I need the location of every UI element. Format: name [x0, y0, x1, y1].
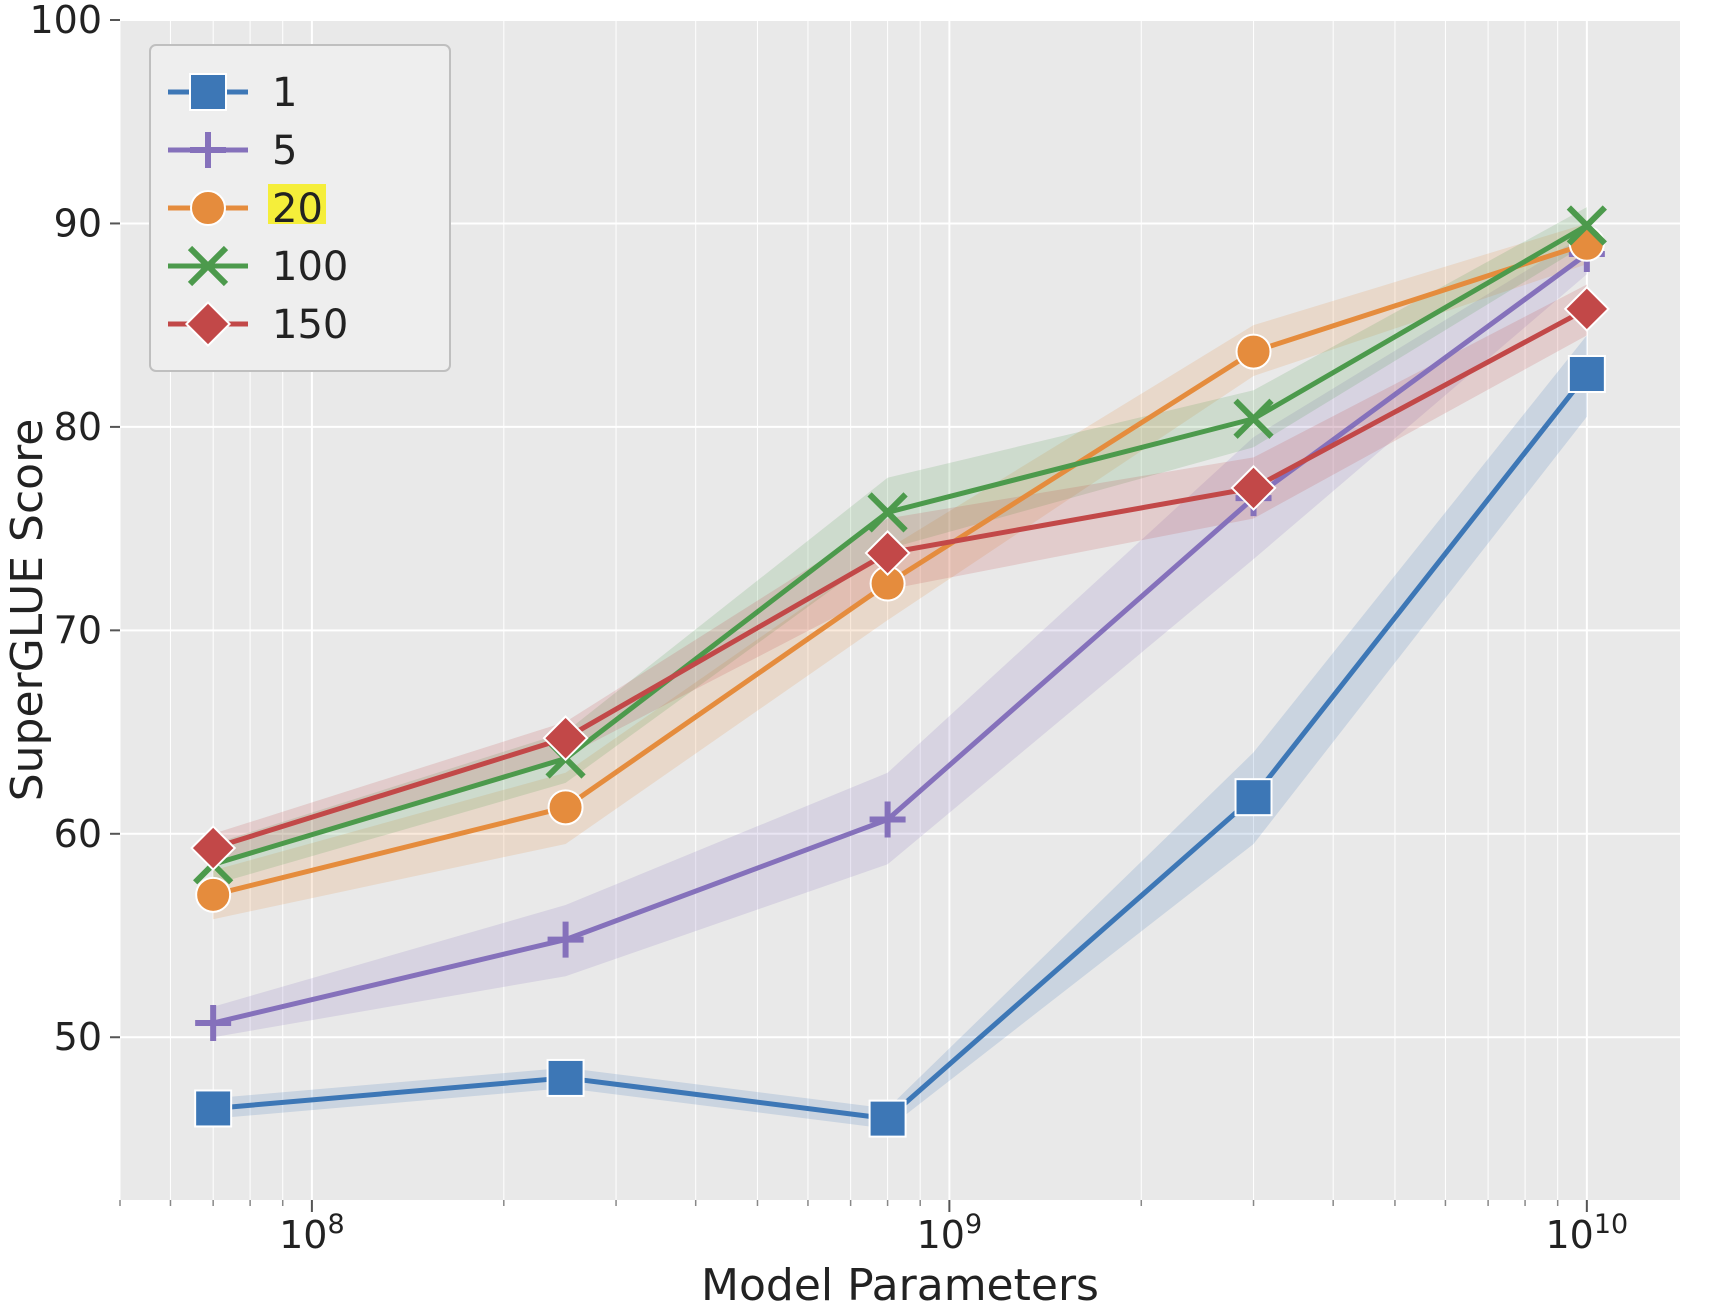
legend-label: 1: [272, 70, 297, 116]
y-axis-label: SuperGLUE Score: [2, 419, 53, 802]
legend-label: 20: [272, 186, 323, 232]
y-tick-label: 50: [54, 1015, 102, 1059]
y-tick-label: 100: [29, 0, 102, 42]
y-tick-label: 60: [54, 812, 102, 856]
legend-label: 150: [272, 302, 348, 348]
y-tick-label: 70: [54, 608, 102, 652]
chart-container: 50607080901001081091010SuperGLUE ScoreMo…: [0, 0, 1712, 1314]
x-axis-label: Model Parameters: [701, 1260, 1099, 1311]
y-tick-label: 80: [54, 405, 102, 449]
legend: 1 5 20 100 150: [150, 45, 450, 371]
line-chart: 50607080901001081091010SuperGLUE ScoreMo…: [0, 0, 1712, 1314]
legend-label: 100: [272, 244, 348, 290]
legend-label: 5: [272, 128, 297, 174]
y-tick-label: 90: [54, 201, 102, 245]
